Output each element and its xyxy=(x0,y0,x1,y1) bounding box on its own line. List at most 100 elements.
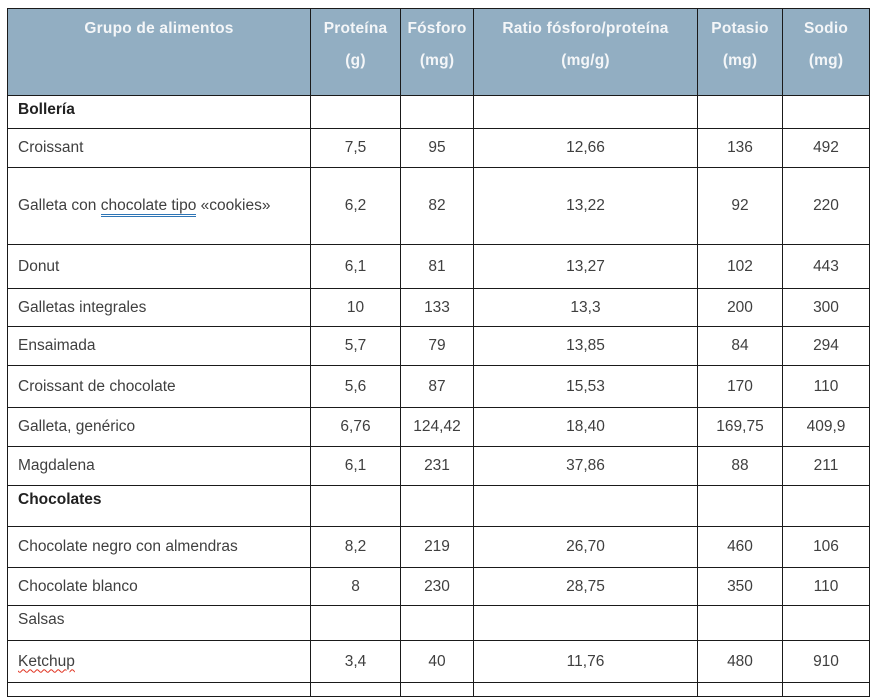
value-cell: 15,53 xyxy=(473,365,698,408)
value-cell xyxy=(782,485,870,527)
value-cell: 350 xyxy=(697,567,783,606)
value-cell: 18,40 xyxy=(473,407,698,447)
value-cell: 492 xyxy=(782,128,870,168)
value-cell: 460 xyxy=(697,526,783,568)
value-cell: 40 xyxy=(400,640,474,683)
value-cell: 480 xyxy=(697,640,783,683)
value-cell: 10 xyxy=(310,288,401,327)
value-cell: 84 xyxy=(697,326,783,366)
value-cell: 200 xyxy=(697,288,783,327)
value-cell: 294 xyxy=(782,326,870,366)
table-row: Ensaimada 5,7 79 13,85 84 294 xyxy=(7,326,870,366)
food-name-cell: Salsas xyxy=(7,605,311,641)
food-name-text: Chocolate negro con almendras xyxy=(18,538,238,555)
value-cell xyxy=(782,95,870,129)
value-cell xyxy=(782,682,870,697)
value-cell: 13,85 xyxy=(473,326,698,366)
nutrition-table: Grupo de alimentos Proteína (g) Fósforo (mg)… xyxy=(7,8,870,697)
column-header-label: Proteína xyxy=(323,20,388,37)
column-header-label: Potasio xyxy=(711,20,769,37)
column-header-3: Ratio fósforo/proteína (mg/g) xyxy=(473,8,698,96)
value-cell xyxy=(310,485,401,527)
value-cell: 12,66 xyxy=(473,128,698,168)
value-cell: 110 xyxy=(782,567,870,606)
column-header-unit: (mg) xyxy=(722,52,758,70)
value-cell xyxy=(782,605,870,641)
value-cell: 3,4 xyxy=(310,640,401,683)
column-header-unit: (mg) xyxy=(808,52,844,70)
table-row: Donut 6,1 81 13,27 102 443 xyxy=(7,244,870,289)
header-row: Grupo de alimentos Proteína (g) Fósforo (mg)… xyxy=(7,8,870,96)
value-cell xyxy=(400,485,474,527)
table-row: Galleta, genérico 6,76 124,42 18,40 169,75 40… xyxy=(7,407,870,447)
food-name-text: Croissant de chocolate xyxy=(18,377,176,395)
column-header-label: Grupo de alimentos xyxy=(84,20,234,37)
column-header-label: Sodio xyxy=(803,20,849,37)
food-name-text: Chocolate blanco xyxy=(18,577,138,595)
column-header-2: Fósforo (mg) xyxy=(400,8,474,96)
value-cell: 133 xyxy=(400,288,474,327)
table-row: Croissant 7,5 95 12,66 136 492 xyxy=(7,128,870,168)
food-name-text: Croissant xyxy=(18,139,84,156)
column-header-unit: (g) xyxy=(345,52,366,70)
value-cell: 13,27 xyxy=(473,244,698,289)
value-cell xyxy=(400,95,474,129)
food-name-cell: Chocolate blanco xyxy=(7,567,311,606)
column-header-5: Sodio (mg) xyxy=(782,8,870,96)
column-header-unit: (mg/g) xyxy=(561,52,610,70)
value-cell: 110 xyxy=(782,365,870,408)
value-cell: 170 xyxy=(697,365,783,408)
value-cell: 95 xyxy=(400,128,474,168)
value-cell xyxy=(473,95,698,129)
table-row: Chocolate negro con almendras 8,2 219 26,70… xyxy=(7,526,870,568)
food-name-cell: Bollería xyxy=(7,95,311,129)
column-header-label: Ratio fósforo/proteína xyxy=(502,20,669,37)
column-header-1: Proteína (g) xyxy=(310,8,401,96)
table-row: Croissant de chocolate 5,6 87 15,53 170 110 xyxy=(7,365,870,408)
food-name-text: Ensaimada xyxy=(18,337,96,354)
food-name-text: Bollería xyxy=(18,101,75,118)
table-row: Chocolate blanco 8 230 28,75 350 110 xyxy=(7,567,870,606)
value-cell xyxy=(697,682,783,697)
value-cell: 82 xyxy=(400,167,474,245)
food-name-text: Galletas integrales xyxy=(18,298,147,316)
food-name-cell xyxy=(7,682,311,697)
food-name-text: Chocolates xyxy=(18,491,102,508)
value-cell: 79 xyxy=(400,326,474,366)
value-cell: 6,1 xyxy=(310,446,401,486)
column-header-label: Fósforo xyxy=(407,20,467,37)
food-name-text: chocolate tipo xyxy=(100,197,197,217)
value-cell: 136 xyxy=(697,128,783,168)
table-row: Galletas integrales 10 133 13,3 200 300 xyxy=(7,288,870,327)
value-cell: 5,6 xyxy=(310,365,401,408)
value-cell xyxy=(310,682,401,697)
empty-row xyxy=(7,682,870,697)
value-cell xyxy=(473,605,698,641)
food-name-cell: Chocolate negro con almendras xyxy=(7,526,311,568)
column-header-unit: (mg) xyxy=(419,52,455,70)
section-row: Bollería xyxy=(7,95,870,129)
value-cell: 300 xyxy=(782,288,870,327)
food-name-cell: Croissant de chocolate xyxy=(7,365,311,408)
value-cell xyxy=(473,485,698,527)
food-name-cell: Ensaimada xyxy=(7,326,311,366)
value-cell xyxy=(473,682,698,697)
value-cell: 106 xyxy=(782,526,870,568)
value-cell: 37,86 xyxy=(473,446,698,486)
value-cell: 88 xyxy=(697,446,783,486)
food-name-cell: Galleta con chocolate tipo «cookies» xyxy=(7,167,311,245)
value-cell: 13,3 xyxy=(473,288,698,327)
value-cell: 8,2 xyxy=(310,526,401,568)
food-name-text: Galleta, genérico xyxy=(18,418,136,435)
food-name-cell: Croissant xyxy=(7,128,311,168)
value-cell: 11,76 xyxy=(473,640,698,683)
table-row: Galleta con chocolate tipo «cookies» 6,2 8… xyxy=(7,167,870,245)
food-name-text: Ketchup xyxy=(18,652,75,670)
value-cell: 231 xyxy=(400,446,474,486)
food-name-cell: Galleta, genérico xyxy=(7,407,311,447)
food-name-text: «cookies» xyxy=(196,197,271,214)
value-cell: 87 xyxy=(400,365,474,408)
value-cell xyxy=(310,95,401,129)
food-name-cell: Galletas integrales xyxy=(7,288,311,327)
value-cell: 910 xyxy=(782,640,870,683)
